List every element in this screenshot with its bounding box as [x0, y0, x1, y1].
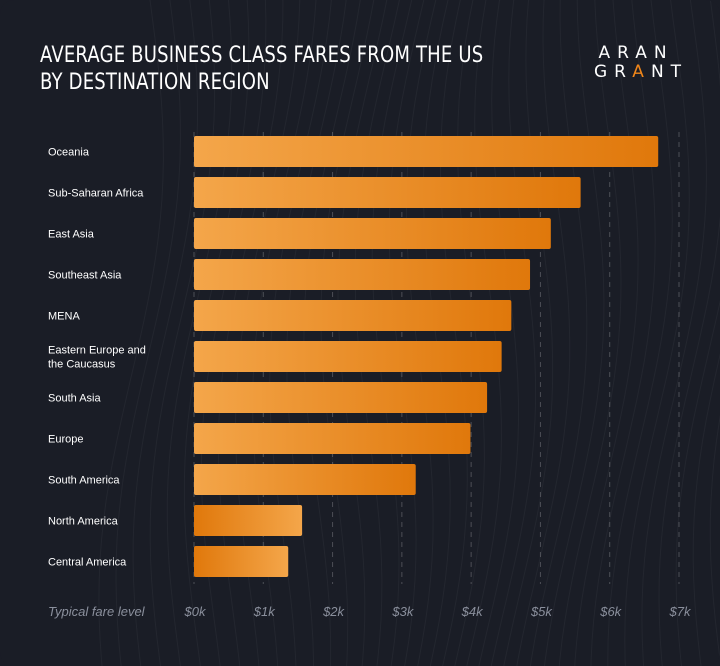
category-label: Eastern Europe and the Caucasus — [48, 345, 146, 371]
chart-title: AVERAGE BUSINESS CLASS FARES FROM THE US… — [40, 42, 483, 96]
category-labels: Oceania Sub-Saharan Africa East Asia Southe… — [48, 147, 146, 569]
bar — [194, 300, 512, 331]
bar — [194, 423, 471, 454]
bars — [194, 136, 659, 577]
bar — [194, 136, 659, 167]
bar — [194, 218, 551, 249]
aran-grant-logo: ARAN GRANT — [594, 43, 681, 82]
category-label: East Asia — [48, 229, 95, 241]
x-tick-label: $7k — [669, 604, 692, 619]
logo-accent-letter: A — [632, 62, 651, 82]
logo-text-part: NT — [650, 62, 689, 82]
bar — [194, 341, 502, 372]
bar — [194, 382, 488, 413]
x-tick-label: $1k — [253, 604, 276, 619]
category-label: Central America — [48, 557, 127, 569]
category-label: South America — [48, 475, 120, 487]
x-tick-label: $3k — [391, 604, 414, 619]
bar — [194, 259, 531, 290]
bar — [194, 505, 303, 536]
chart-title-line-2: BY DESTINATION REGION — [40, 70, 270, 95]
logo-line-1: ARAN — [598, 43, 674, 63]
category-label: Europe — [48, 434, 83, 446]
x-tick-label: $4k — [461, 604, 484, 619]
chart-title-line-1: AVERAGE BUSINESS CLASS FARES FROM THE US — [40, 43, 484, 68]
category-label: Sub-Saharan Africa — [48, 188, 144, 200]
x-axis: Typical fare level $0k $1k $2k $3k $4k $5k $6k $… — [48, 604, 692, 619]
category-label: MENA — [48, 311, 80, 323]
x-tick-label: $0k — [184, 604, 207, 619]
category-label: Southeast Asia — [48, 270, 122, 282]
category-label: South Asia — [48, 393, 101, 405]
category-label: North America — [48, 516, 119, 528]
category-label: Oceania — [48, 147, 90, 159]
x-tick-label: $5k — [530, 604, 553, 619]
x-tick-label: $2k — [322, 604, 345, 619]
bar — [194, 464, 416, 495]
bar — [194, 177, 581, 208]
bar — [194, 546, 289, 577]
x-axis-title: Typical fare level — [48, 604, 146, 619]
logo-text-part: GR — [594, 62, 633, 82]
logo-line-2: GRANT — [594, 62, 681, 82]
x-tick-label: $6k — [599, 604, 622, 619]
